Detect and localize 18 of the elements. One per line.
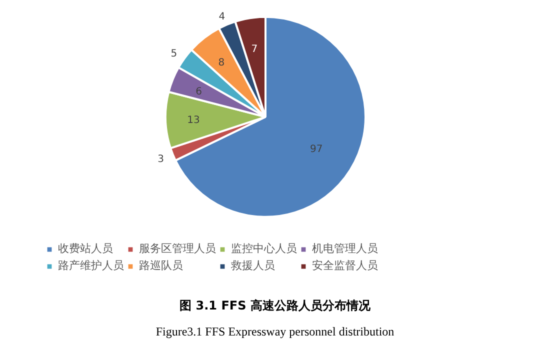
legend-label: 安全监督人员 [312,258,378,273]
text: 图 3.1 FFS 高速公路人员分布情况 [180,298,372,312]
legend-label: 监控中心人员 [231,241,297,256]
data-label: 6 [196,86,202,98]
data-label: 7 [251,44,258,55]
text: Figure3.1 FFS Expressway personnel distribution [156,324,394,338]
data-label: 3 [158,154,164,166]
data-label: 5 [170,48,178,60]
data-label: 13 [187,115,200,126]
legend-label: 服务区管理人员 [139,241,216,256]
legend-label: 路巡队员 [139,258,183,273]
data-label: 97 [310,144,323,155]
data-label: 4 [218,12,226,23]
legend-label: 机电管理人员 [312,241,378,256]
data-label: 8 [218,58,225,69]
legend-label: 收费站人员 [58,241,113,256]
legend-label: 救援人员 [231,258,275,273]
legend-label: 路产维护人员 [58,258,124,273]
